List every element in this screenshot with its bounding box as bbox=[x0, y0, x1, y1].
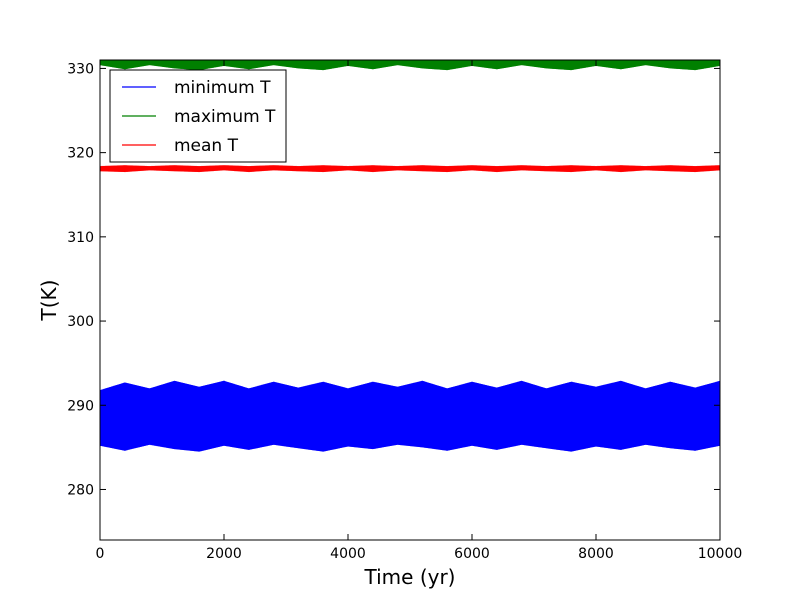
y-tick-label: 290 bbox=[67, 398, 94, 414]
y-tick-label: 330 bbox=[67, 61, 94, 77]
series-layer bbox=[99, 59, 721, 452]
y-tick-label: 320 bbox=[67, 146, 94, 162]
legend-label-minimum-t: minimum T bbox=[174, 78, 271, 98]
series-mean-t bbox=[99, 165, 721, 173]
plot-frame bbox=[99, 59, 721, 541]
legend-label-maximum-t: maximum T bbox=[174, 107, 276, 127]
y-tick-label: 300 bbox=[67, 314, 94, 330]
tick-layer: 0 2000 4000 6000 8000 10000 280 290 300 310 320 330 bbox=[67, 60, 742, 562]
series-line-mean-t bbox=[99, 165, 721, 173]
x-axis-label: Time (yr) bbox=[364, 565, 456, 589]
x-tick-label: 0 bbox=[96, 546, 105, 562]
x-tick-label: 6000 bbox=[454, 546, 490, 562]
x-tick-label: 2000 bbox=[206, 546, 242, 562]
y-tick-label: 310 bbox=[67, 230, 94, 246]
legend: minimum T maximum T mean T bbox=[109, 69, 287, 163]
y-axis-label: T(K) bbox=[37, 280, 61, 322]
y-tick-label: 280 bbox=[67, 482, 94, 498]
x-tick-label: 4000 bbox=[330, 546, 366, 562]
legend-label-mean-t: mean T bbox=[174, 136, 239, 156]
x-tick-label: 8000 bbox=[578, 546, 614, 562]
series-line-minimum-t bbox=[99, 380, 721, 452]
x-tick-label: 10000 bbox=[698, 546, 743, 562]
series-minimum-t bbox=[99, 380, 721, 452]
